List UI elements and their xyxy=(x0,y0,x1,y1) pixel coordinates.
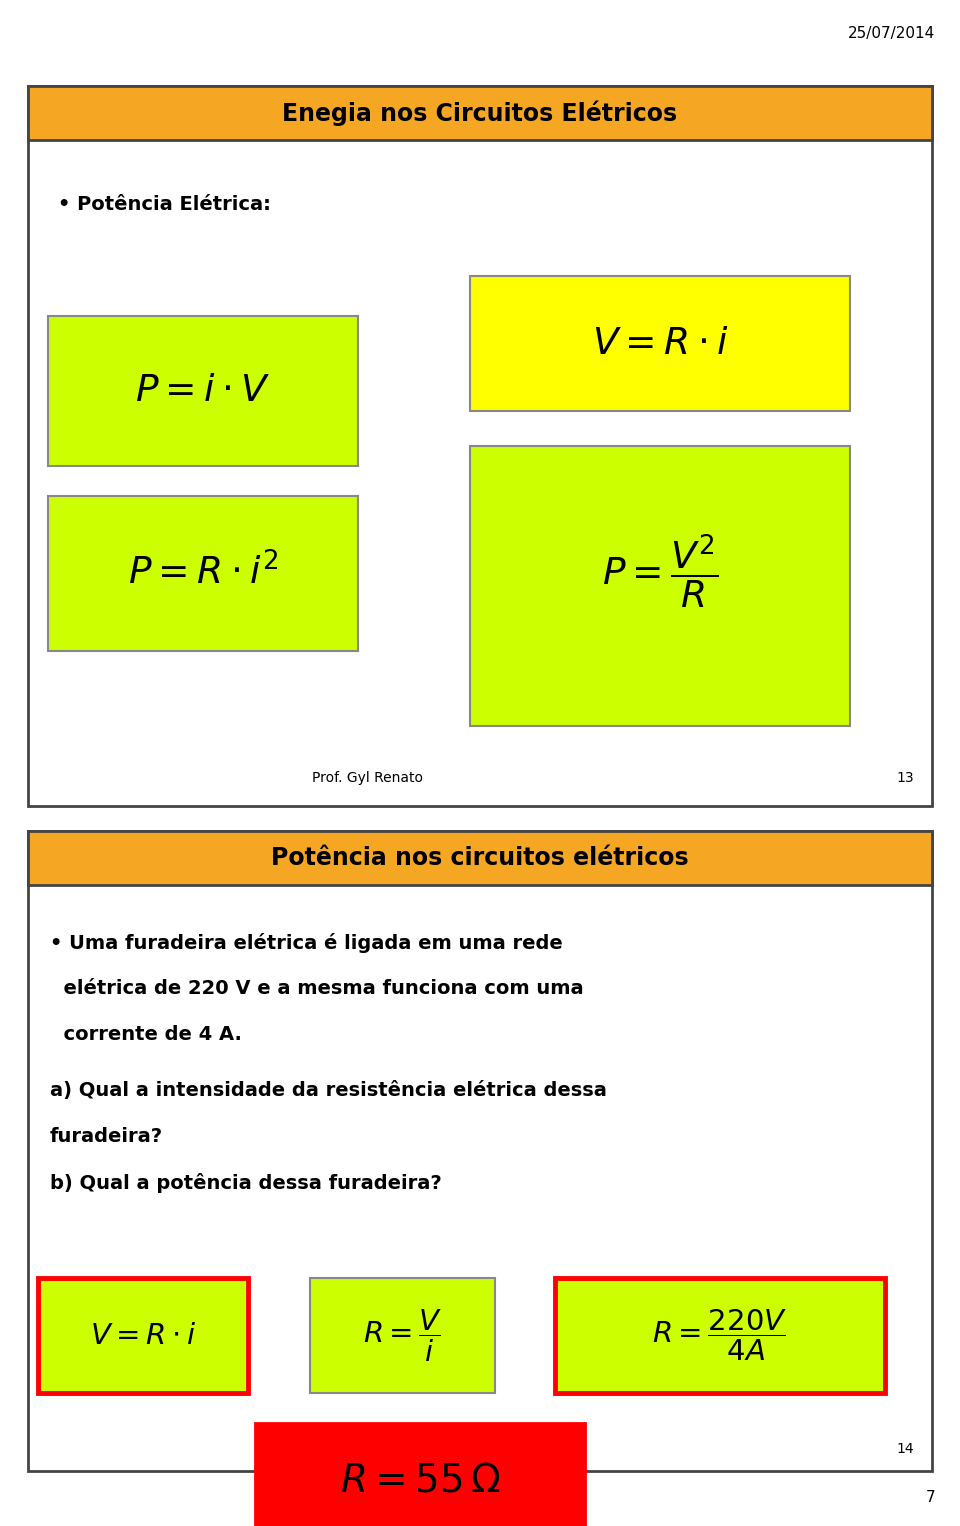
Text: a) Qual a intensidade da resistência elétrica dessa: a) Qual a intensidade da resistência elé… xyxy=(50,1080,607,1100)
Text: $V = R \cdot i$: $V = R \cdot i$ xyxy=(90,1322,196,1349)
Text: Potência nos circuitos elétricos: Potência nos circuitos elétricos xyxy=(271,845,689,870)
Text: b) Qual a potência dessa furadeira?: b) Qual a potência dessa furadeira? xyxy=(50,1173,442,1193)
Text: 7: 7 xyxy=(925,1491,935,1506)
FancyBboxPatch shape xyxy=(470,276,850,410)
Text: 14: 14 xyxy=(897,1442,914,1456)
Text: $P = \dfrac{V^2}{R}$: $P = \dfrac{V^2}{R}$ xyxy=(602,533,718,610)
FancyBboxPatch shape xyxy=(48,316,358,465)
Text: $R = 55\,\Omega$: $R = 55\,\Omega$ xyxy=(340,1462,500,1500)
Text: Enegia nos Circuitos Elétricos: Enegia nos Circuitos Elétricos xyxy=(282,101,678,125)
FancyBboxPatch shape xyxy=(28,832,932,1471)
Text: $V = R \cdot i$: $V = R \cdot i$ xyxy=(591,325,729,362)
FancyBboxPatch shape xyxy=(38,1277,248,1393)
FancyBboxPatch shape xyxy=(28,85,932,806)
FancyBboxPatch shape xyxy=(310,1277,495,1393)
Text: $P = i \cdot V$: $P = i \cdot V$ xyxy=(135,372,271,409)
FancyBboxPatch shape xyxy=(470,446,850,726)
Text: • Uma furadeira elétrica é ligada em uma rede: • Uma furadeira elétrica é ligada em uma… xyxy=(50,932,563,954)
FancyBboxPatch shape xyxy=(255,1424,585,1526)
Text: furadeira?: furadeira? xyxy=(50,1128,163,1146)
Text: elétrica de 220 V e a mesma funciona com uma: elétrica de 220 V e a mesma funciona com… xyxy=(50,980,584,998)
Text: • Potência Elétrica:: • Potência Elétrica: xyxy=(58,195,271,214)
Text: corrente de 4 A.: corrente de 4 A. xyxy=(50,1025,242,1044)
Text: Prof. Gyl Renato: Prof. Gyl Renato xyxy=(313,771,423,784)
FancyBboxPatch shape xyxy=(48,496,358,652)
FancyBboxPatch shape xyxy=(28,85,932,140)
Text: $R = \dfrac{V}{i}$: $R = \dfrac{V}{i}$ xyxy=(363,1308,443,1364)
Text: 13: 13 xyxy=(897,771,914,784)
FancyBboxPatch shape xyxy=(555,1277,885,1393)
Text: 25/07/2014: 25/07/2014 xyxy=(848,26,935,41)
FancyBboxPatch shape xyxy=(28,832,932,885)
Text: $P = R \cdot i^2$: $P = R \cdot i^2$ xyxy=(128,554,278,594)
Text: $R = \dfrac{220V}{4A}$: $R = \dfrac{220V}{4A}$ xyxy=(653,1308,787,1363)
